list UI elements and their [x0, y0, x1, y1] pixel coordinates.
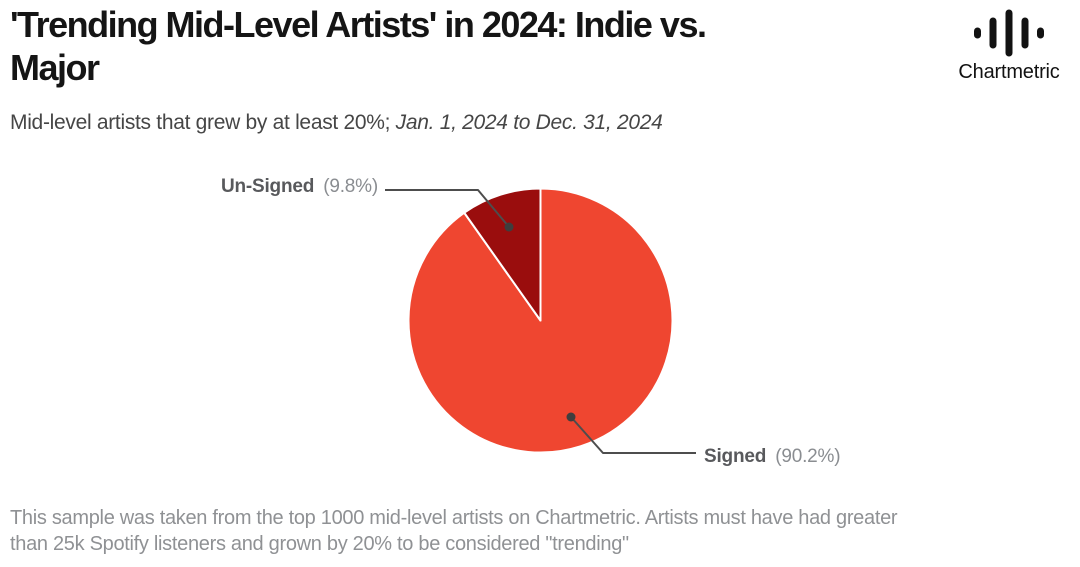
pie-slice-un-signed	[463, 187, 542, 322]
footnote-line-1: This sample was taken from the top 1000 …	[10, 507, 898, 529]
pie-slices-group	[407, 187, 674, 454]
leader-line-unsigned	[385, 189, 510, 228]
slice-label-unsigned: Un-Signed (9.8%)	[221, 176, 378, 198]
waveform-icon	[974, 9, 1044, 57]
footnote: This sample was taken from the top 1000 …	[10, 505, 898, 557]
subtitle-lead: Mid-level artists that grew by at least …	[10, 111, 396, 134]
slice-label-signed-pct: (90.2%)	[775, 446, 841, 467]
slice-label-unsigned-pct: (9.8%)	[323, 176, 378, 197]
page-title: 'Trending Mid-Level Artists' in 2024: In…	[10, 3, 707, 89]
footnote-line-2: than 25k Spotify listeners and grown by …	[10, 533, 629, 555]
chart-subtitle: Mid-level artists that grew by at least …	[10, 111, 663, 135]
chartmetric-logo: Chartmetric	[944, 8, 1074, 84]
subtitle-date-range: Jan. 1, 2024 to Dec. 31, 2024	[395, 111, 663, 134]
page-title-line-1: 'Trending Mid-Level Artists' in 2024: In…	[10, 4, 707, 45]
slice-label-unsigned-name: Un-Signed	[220, 176, 315, 197]
leader-dot-unsigned	[504, 222, 514, 232]
page-title-line-2: Major	[10, 47, 100, 88]
leader-dot-signed	[566, 412, 576, 422]
leader-line-signed	[570, 416, 696, 454]
slice-label-signed: Signed (90.2%)	[704, 446, 841, 468]
chartmetric-wordmark: Chartmetric	[958, 61, 1060, 83]
slice-label-signed-name: Signed	[704, 446, 767, 467]
